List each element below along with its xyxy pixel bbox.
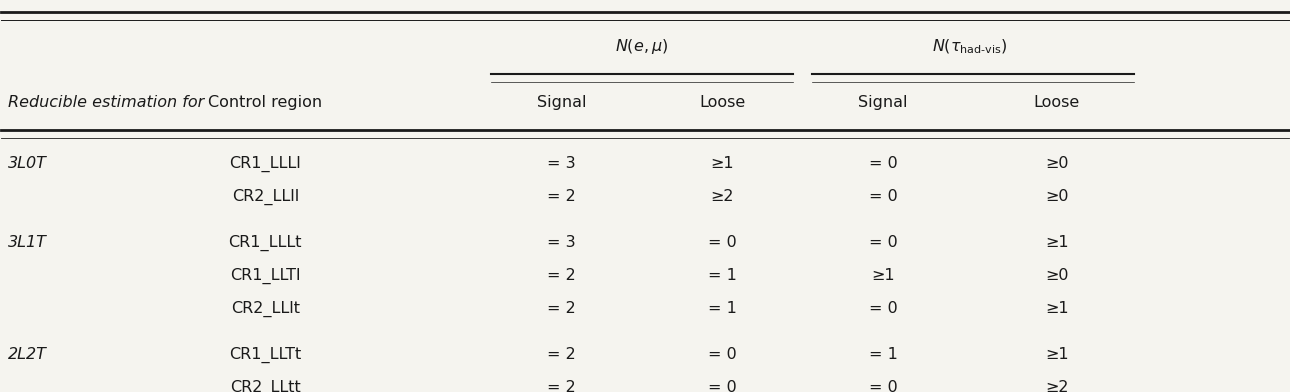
Text: = 0: = 0 (708, 380, 737, 392)
Text: ≥1: ≥1 (871, 268, 895, 283)
Text: = 0: = 0 (868, 156, 898, 171)
Text: = 0: = 0 (868, 380, 898, 392)
Text: ≥1: ≥1 (1045, 347, 1068, 362)
Text: Loose: Loose (699, 95, 746, 110)
Text: CR1_LLTt: CR1_LLTt (230, 347, 302, 363)
Text: Loose: Loose (1033, 95, 1080, 110)
Text: = 2: = 2 (547, 189, 575, 204)
Text: = 0: = 0 (868, 301, 898, 316)
Text: 3L0T: 3L0T (8, 156, 46, 171)
Text: = 2: = 2 (547, 380, 575, 392)
Text: = 2: = 2 (547, 268, 575, 283)
Text: CR1_LLLt: CR1_LLLt (228, 234, 302, 250)
Text: = 2: = 2 (547, 347, 575, 362)
Text: $N(e,\mu)$: $N(e,\mu)$ (615, 38, 668, 56)
Text: ≥0: ≥0 (1045, 268, 1068, 283)
Text: = 3: = 3 (547, 156, 575, 171)
Text: ≥0: ≥0 (1045, 189, 1068, 204)
Text: = 1: = 1 (708, 301, 737, 316)
Text: = 0: = 0 (868, 189, 898, 204)
Text: ≥1: ≥1 (1045, 301, 1068, 316)
Text: Reducible estimation for: Reducible estimation for (8, 95, 204, 110)
Text: 2L2T: 2L2T (8, 347, 46, 362)
Text: = 3: = 3 (547, 235, 575, 250)
Text: ≥2: ≥2 (711, 189, 734, 204)
Text: Signal: Signal (537, 95, 586, 110)
Text: CR2_LLtt: CR2_LLtt (230, 379, 301, 392)
Text: = 2: = 2 (547, 301, 575, 316)
Text: ≥1: ≥1 (1045, 235, 1068, 250)
Text: ≥0: ≥0 (1045, 156, 1068, 171)
Text: $N(\tau_{\mathrm{had\text{-}vis}})$: $N(\tau_{\mathrm{had\text{-}vis}})$ (933, 38, 1007, 56)
Text: = 0: = 0 (708, 347, 737, 362)
Text: 3L1T: 3L1T (8, 235, 46, 250)
Text: = 1: = 1 (868, 347, 898, 362)
Text: = 1: = 1 (708, 268, 737, 283)
Text: CR1_LLLl: CR1_LLLl (230, 155, 301, 172)
Text: Signal: Signal (858, 95, 908, 110)
Text: ≥2: ≥2 (1045, 380, 1068, 392)
Text: Control region: Control region (208, 95, 322, 110)
Text: = 0: = 0 (868, 235, 898, 250)
Text: CR2_LLlt: CR2_LLlt (231, 301, 299, 317)
Text: CR2_LLll: CR2_LLll (232, 189, 299, 205)
Text: = 0: = 0 (708, 235, 737, 250)
Text: CR1_LLTl: CR1_LLTl (230, 267, 301, 284)
Text: ≥1: ≥1 (711, 156, 734, 171)
